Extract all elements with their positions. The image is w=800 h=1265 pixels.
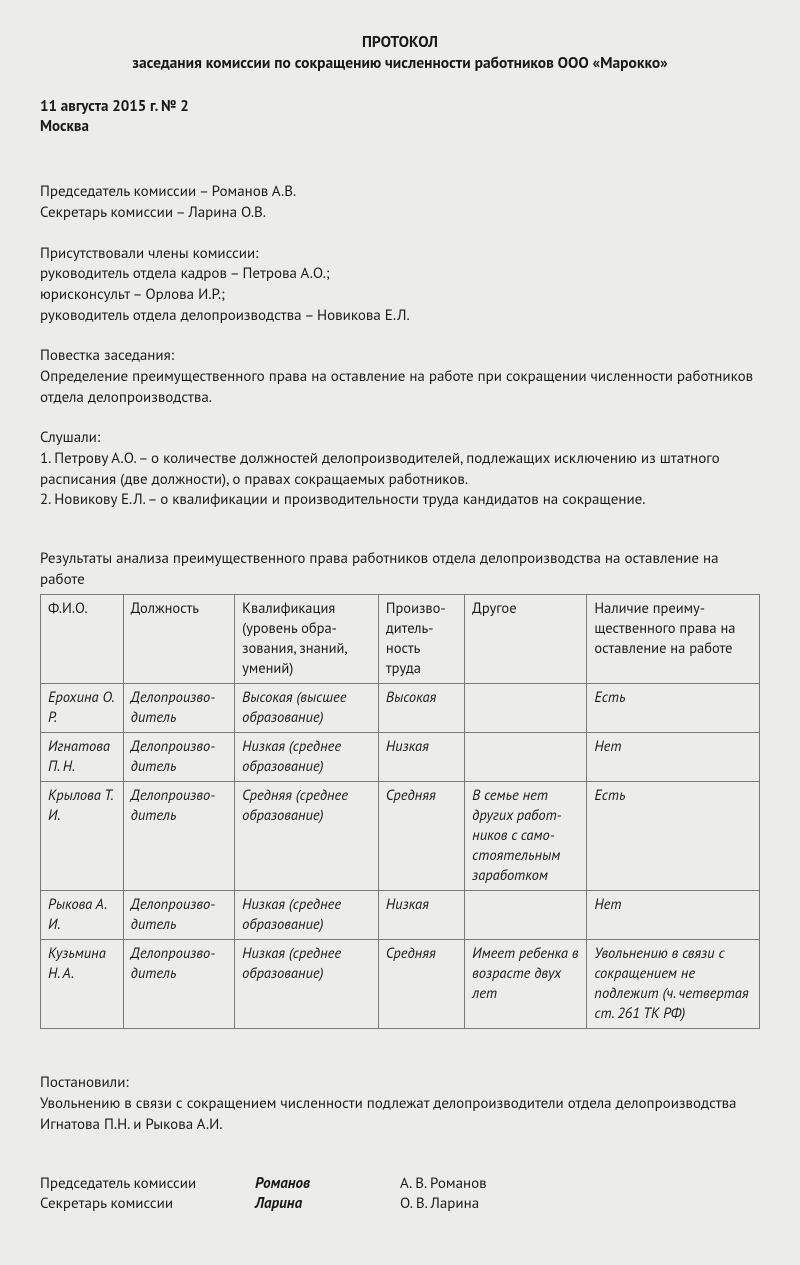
table-cell: Увольнению в связи с сокращением не подл… (587, 940, 760, 1029)
attendance-block: Присутствовали члены комиссии: руководит… (40, 244, 760, 327)
signature-name: О. В. Ларина (400, 1194, 760, 1215)
resolution-header: Постановили: (40, 1073, 760, 1094)
attendance-line-0: руководитель отдела кадров – Петрова А.О… (40, 264, 760, 285)
table-cell: Низкая (378, 891, 464, 940)
table-cell: Ерохи­на О. Р. (41, 684, 124, 733)
table-cell: Средняя (среднее образование) (235, 782, 379, 891)
table-cell: В семье нет других работ­ников с само­ст… (465, 782, 587, 891)
table-cell: Делопроизво­дитель (123, 891, 234, 940)
city: Москва (40, 117, 760, 138)
table-cell: Нет (587, 733, 760, 782)
date-city-block: 11 августа 2015 г. № 2 Москва (40, 97, 760, 138)
title-line-1: ПРОТОКОЛ (40, 32, 760, 53)
table-row: Игнато­ва П. Н.Делопроизво­дительНизкая … (41, 733, 760, 782)
signature-sig: Ларина (255, 1194, 400, 1215)
table-cell: Крыло­ва Т. И. (41, 782, 124, 891)
document-header: ПРОТОКОЛ заседания комиссии по сокращени… (40, 32, 760, 75)
table-caption: Результаты анализа преимущественного пра… (40, 549, 760, 590)
signature-role: Секретарь комиссии (40, 1194, 255, 1215)
table-row: Крыло­ва Т. И.Делопроизво­дительСредняя … (41, 782, 760, 891)
table-cell (465, 733, 587, 782)
table-row: Ерохи­на О. Р.Делопроизво­дительВысокая … (41, 684, 760, 733)
col-3: Произво­дитель­ность труда (378, 595, 464, 684)
table-cell: Есть (587, 782, 760, 891)
participants-block: Председатель комиссии – Романов А.В. Сек… (40, 182, 760, 223)
table-cell: Нет (587, 891, 760, 940)
table-cell: Игнато­ва П. Н. (41, 733, 124, 782)
signature-row-1: Секретарь комиссии Ларина О. В. Ларина (40, 1194, 760, 1215)
table-cell: Низкая (среднее образование) (235, 891, 379, 940)
signature-name: А. В. Романов (400, 1174, 760, 1195)
table-cell: Делопроизво­дитель (123, 782, 234, 891)
attendance-line-1: юрисконсульт – Орлова И.Р.; (40, 285, 760, 306)
signature-role: Председатель комиссии (40, 1174, 255, 1195)
table-cell: Средняя (378, 940, 464, 1029)
resolution-text: Увольнению в связи с сокращением численн… (40, 1094, 760, 1135)
table-row: Рыко­ва А. И.Делопроизво­дительНизкая (с… (41, 891, 760, 940)
agenda-block: Повестка заседания: Определение преимуще… (40, 346, 760, 408)
heard-line-0: 1. Петрову А.О. – о количестве должносте… (40, 449, 760, 490)
heard-line-1: 2. Новикову Е.Л. – о квалификации и прои… (40, 490, 760, 511)
table-cell: Низкая (среднее образование) (235, 733, 379, 782)
signatures-block: Председатель комиссии Романов А. В. Рома… (40, 1174, 760, 1215)
table-cell: Делопроизво­дитель (123, 684, 234, 733)
table-cell (465, 891, 587, 940)
table-cell: Кузьми­на Н. А. (41, 940, 124, 1029)
table-cell: Низкая (378, 733, 464, 782)
attendance-line-2: руководитель отдела делопроизводства – Н… (40, 306, 760, 327)
table-cell: Высокая (высшее образование) (235, 684, 379, 733)
col-4: Другое (465, 595, 587, 684)
table-cell: Делопроизво­дитель (123, 940, 234, 1029)
agenda-text: Определение преимущественного права на о… (40, 367, 760, 408)
table-row: Кузьми­на Н. А.Делопроизво­дительНизкая … (41, 940, 760, 1029)
table-cell: Есть (587, 684, 760, 733)
table-cell: Высокая (378, 684, 464, 733)
title-line-2: заседания комиссии по сокращению численн… (40, 53, 760, 74)
table-cell: Рыко­ва А. И. (41, 891, 124, 940)
table-cell (465, 684, 587, 733)
col-1: Должность (123, 595, 234, 684)
col-2: Квалификация (уровень обра­зования, знан… (235, 595, 379, 684)
heard-header: Слушали: (40, 428, 760, 449)
table-cell: Делопроизво­дитель (123, 733, 234, 782)
table-cell: Низкая (среднее образование) (235, 940, 379, 1029)
agenda-header: Повестка заседания: (40, 346, 760, 367)
date-number: 11 августа 2015 г. № 2 (40, 97, 760, 118)
col-0: Ф.И.О. (41, 595, 124, 684)
col-5: Наличие преиму­щественного права на оста… (587, 595, 760, 684)
heard-block: Слушали: 1. Петрову А.О. – о количестве … (40, 428, 760, 511)
resolution-block: Постановили: Увольнению в связи с сокращ… (40, 1073, 760, 1135)
table-cell: Имеет ребенка в возрасте двух лет (465, 940, 587, 1029)
table-header-row: Ф.И.О. Должность Квалификация (уровень о… (41, 595, 760, 684)
signature-sig: Романов (255, 1174, 400, 1195)
table-body: Ерохи­на О. Р.Делопроизво­дительВысокая … (41, 684, 760, 1029)
attendance-header: Присутствовали члены комиссии: (40, 244, 760, 265)
signature-row-0: Председатель комиссии Романов А. В. Рома… (40, 1174, 760, 1195)
analysis-table: Ф.И.О. Должность Квалификация (уровень о… (40, 594, 760, 1029)
chairman-line: Председатель комиссии – Романов А.В. (40, 182, 760, 203)
secretary-line: Секретарь комиссии – Ларина О.В. (40, 203, 760, 224)
table-cell: Средняя (378, 782, 464, 891)
